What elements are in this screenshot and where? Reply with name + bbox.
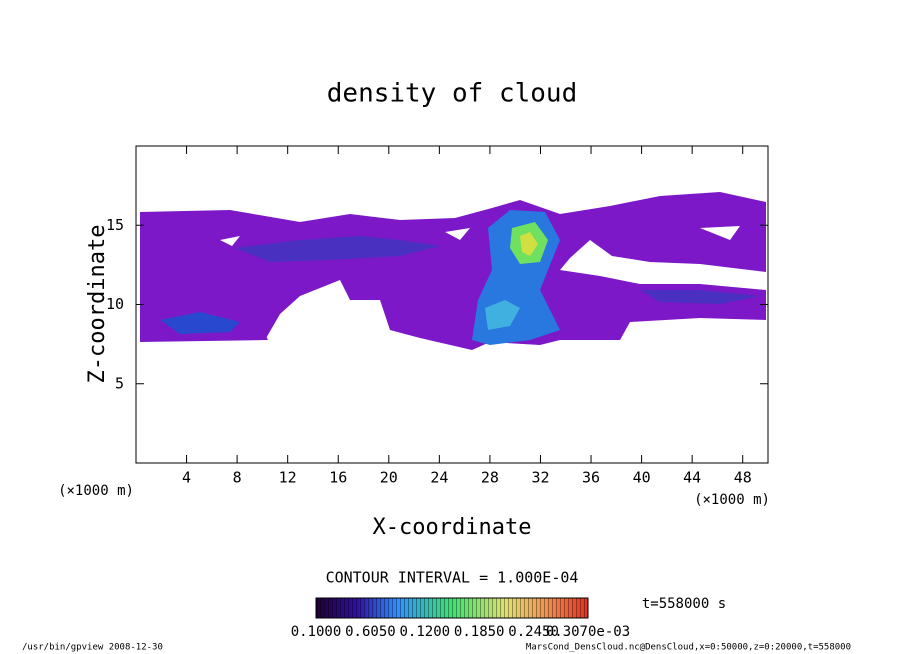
contour-interval: CONTOUR INTERVAL = 1.000E-04 [326, 569, 579, 587]
x-tick-label: 16 [329, 469, 347, 487]
colorbar-label: 0.6050 [345, 624, 396, 640]
colorbar-label: 0.1850 [454, 624, 505, 640]
colorbar-label: 0.1000 [291, 624, 342, 640]
time-label: t=558000 s [642, 596, 726, 612]
cloud-field [140, 192, 766, 350]
chart-title: density of cloud [327, 79, 577, 109]
x-tick-label: 24 [430, 469, 448, 487]
x-tick-label: 4 [182, 469, 191, 487]
y-unit: (×1000 m) [58, 483, 134, 499]
x-tick-label: 44 [683, 469, 701, 487]
x-unit: (×1000 m) [694, 492, 770, 508]
colorbar-label: 0.1200 [400, 624, 451, 640]
colorbar-stripes [316, 598, 588, 618]
x-tick-label: 32 [531, 469, 549, 487]
y-axis-label: Z-coordinate [85, 225, 110, 384]
x-tick-label: 20 [380, 469, 398, 487]
x-axis-label: X-coordinate [373, 515, 532, 540]
y-tick-label: 15 [106, 216, 124, 234]
footer-left: /usr/bin/gpview 2008-12-30 [22, 643, 163, 653]
x-tick-label: 8 [233, 469, 242, 487]
x-tick-label: 28 [481, 469, 499, 487]
x-tick-label: 48 [734, 469, 752, 487]
y-tick-label: 10 [106, 295, 124, 313]
x-tick-label: 12 [279, 469, 297, 487]
colorbar-label: 0.3070e-03 [546, 624, 630, 640]
x-tick-label: 40 [633, 469, 651, 487]
y-tick-label: 5 [115, 374, 124, 392]
footer-right: MarsCond_DensCloud.nc@DensCloud,x=0:5000… [526, 643, 851, 653]
x-tick-label: 36 [582, 469, 600, 487]
colorbar-label: 0.2450 [508, 624, 559, 640]
